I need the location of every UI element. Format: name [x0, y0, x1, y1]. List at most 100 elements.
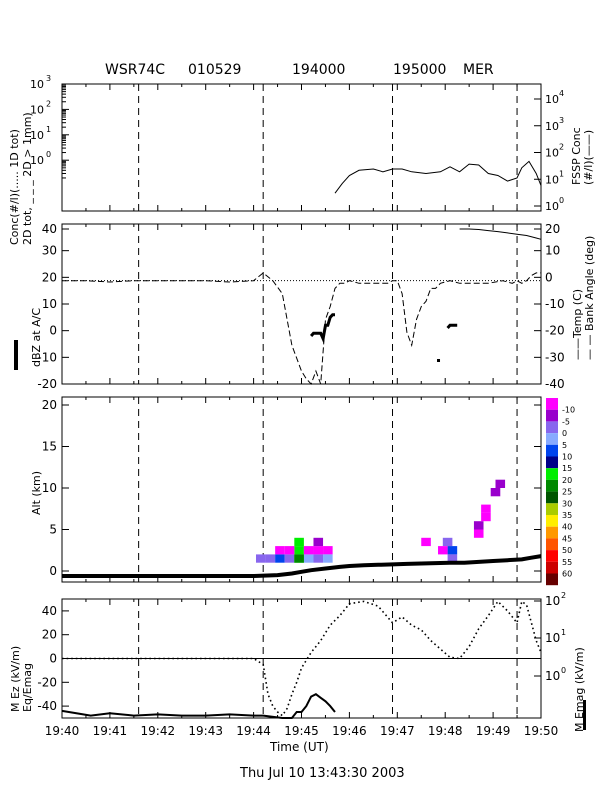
- y-tick-label: -20: [37, 377, 57, 391]
- aircraft-altitude-track: [62, 554, 542, 578]
- radar-cell: [284, 554, 295, 563]
- x-tick-label: 19:49: [476, 724, 511, 738]
- legend-label: 20: [562, 476, 572, 485]
- series-bank-angle: [62, 272, 541, 385]
- y-tick-label: 10: [30, 129, 44, 142]
- legend-swatch: [546, 456, 558, 469]
- radar-cell: [303, 554, 314, 563]
- y-tick-label: 10: [30, 78, 44, 91]
- reflectivity-panel: 40 20 30 10 20 0 10 -10 0 -20 -10 -30 -20 -40 dBZ at A…: [14, 222, 596, 391]
- y-right-tick-exponent: 2: [559, 143, 564, 152]
- radar-cell: [447, 546, 458, 555]
- legend-label: 5: [562, 441, 567, 450]
- radar-cell: [255, 554, 266, 563]
- legend-label: 15: [562, 464, 572, 473]
- radar-cell: [323, 554, 333, 563]
- y-tick-label: 5: [49, 523, 57, 537]
- radar-cell: [313, 537, 324, 547]
- y-right-tick-label: 0: [545, 270, 553, 284]
- radar-cell: [275, 546, 285, 555]
- y-right-tick-exponent: 1: [561, 628, 566, 637]
- y-right-tick-label: 10: [545, 244, 560, 258]
- y-right-tick-label: -40: [545, 377, 565, 391]
- y-axis-label-2: 2D tot, _ _ _ 2D > 1mm): [21, 112, 34, 245]
- x-tick-label: 19:41: [93, 724, 128, 738]
- y-right-tick-exponent: 3: [559, 116, 564, 125]
- y-tick-label: 20: [42, 398, 57, 412]
- x-tick-label: 19:47: [380, 724, 415, 738]
- legend-swatch: [546, 538, 558, 551]
- radar-cell: [473, 529, 484, 538]
- radar-cell: [447, 554, 458, 563]
- y-tick-label: 40: [42, 604, 57, 618]
- y-tick-label: 0: [49, 324, 57, 338]
- radar-cell: [490, 488, 501, 497]
- y-tick-label: 30: [42, 244, 57, 258]
- radar-cell: [303, 546, 314, 555]
- legend-swatch: [546, 503, 558, 515]
- footer-timestamp: Thu Jul 10 13:43:30 2003: [239, 766, 405, 781]
- legend-swatch: [546, 515, 558, 527]
- legend-label: 35: [562, 511, 572, 520]
- concentration-panel: 10 310 210 110 010 410 310 210 110 0Conc(#/l)(...…: [8, 74, 595, 245]
- legend-swatch: [546, 409, 558, 422]
- y-tick-exponent: 0: [46, 150, 51, 159]
- radar-cell: [313, 546, 324, 555]
- legend-label: 30: [562, 499, 572, 508]
- radar-cell: [284, 546, 295, 555]
- y-tick-label: 0: [49, 652, 57, 666]
- series-dbz: [446, 323, 458, 329]
- y-axis-label: dBZ at A/C: [30, 308, 43, 367]
- legend-label: 60: [562, 570, 572, 579]
- y-tick-label: 0: [49, 564, 57, 578]
- legend-swatch: [546, 561, 558, 574]
- y-right-tick-exponent: 2: [561, 591, 566, 600]
- time-axis: 19:40 19:41 19:42 19:43 19:44 19:45 19:46 19:47…: [45, 724, 559, 738]
- radar-cell: [438, 546, 448, 555]
- header-time-end: 195000: [393, 62, 446, 78]
- y-axis-label: Alt (km): [30, 471, 43, 515]
- legend-swatch: [546, 398, 558, 410]
- series-emag: [62, 600, 542, 717]
- radar-cell: [481, 512, 491, 522]
- y-tick-label: -10: [37, 350, 57, 364]
- radar-cell: [473, 521, 484, 530]
- panel-frame: [61, 83, 542, 212]
- y-tick-label: 10: [42, 481, 57, 495]
- legend-label: 55: [562, 558, 572, 567]
- y-tick-label: 20: [42, 270, 57, 284]
- legend-swatch: [546, 421, 558, 434]
- x-tick-label: 19:43: [188, 724, 223, 738]
- y-tick-label: 10: [30, 103, 44, 116]
- legend-swatch: [546, 468, 558, 480]
- radar-cell: [313, 554, 324, 563]
- color-legend: -10 -5 0 5 10 15 20 25 30 35 40 45 50 55 60: [546, 398, 575, 586]
- legend-label: 25: [562, 488, 572, 497]
- y-tick-exponent: 2: [46, 99, 51, 108]
- x-tick-label: 19:45: [284, 724, 319, 738]
- x-tick-label: 19:44: [236, 724, 271, 738]
- x-tick-label: 19:42: [141, 724, 176, 738]
- panel-frame: [61, 223, 542, 385]
- legend-label: -5: [562, 417, 570, 426]
- legend-swatch: [546, 433, 558, 445]
- y-right-axis-label: M Emag (kV/m): [573, 647, 586, 732]
- y-axis-label: Conc(#/l)(..... 1D tot): [8, 129, 21, 245]
- y-right-tick-label: 10: [545, 594, 560, 608]
- y-right-tick-exponent: 4: [559, 89, 564, 98]
- x-axis-label: Time (UT): [269, 740, 329, 754]
- series-dbz: [309, 313, 335, 344]
- legend-label: 45: [562, 534, 572, 543]
- y-tick-label: 40: [42, 222, 57, 236]
- y-right-tick-exponent: 0: [561, 666, 566, 675]
- x-tick-label: 19:40: [45, 724, 80, 738]
- header-time-start: 194000: [292, 62, 345, 78]
- x-tick-label: 19:48: [428, 724, 463, 738]
- legend-swatch: [546, 444, 558, 457]
- y-right-tick-exponent: 0: [559, 196, 564, 205]
- y-right-tick-label: 10: [545, 147, 559, 160]
- radar-cell: [275, 554, 285, 563]
- y-right-tick-label: 10: [545, 200, 559, 213]
- legend-swatch: [546, 491, 558, 504]
- y-axis-label-2: Eq/Emag: [21, 663, 34, 712]
